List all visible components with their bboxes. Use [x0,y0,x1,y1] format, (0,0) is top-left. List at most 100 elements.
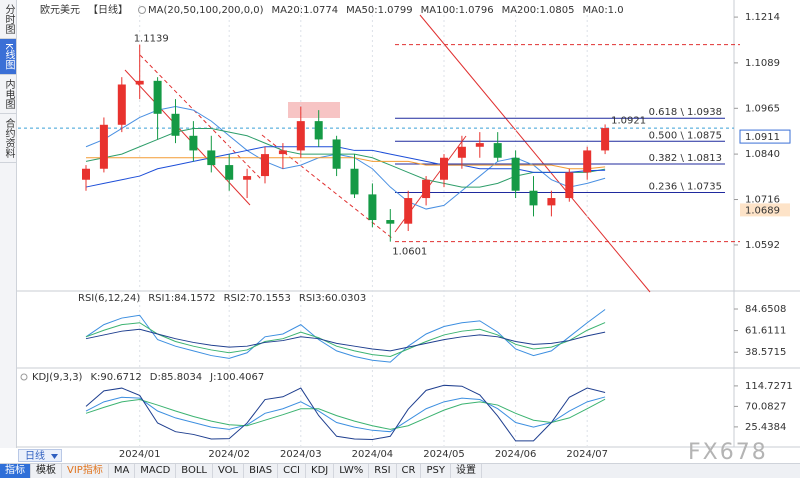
indicator-line [85,309,606,363]
toolbar-button[interactable]: BOLL [176,464,213,478]
highlight-zone [288,102,340,118]
y-tick-label: 1.0965 [745,103,780,114]
candle-body [529,190,538,206]
candle-body [350,168,359,195]
y-tick-label: 1.0592 [745,240,780,251]
candle-body [332,139,341,169]
y-tick-label: 1.0716 [745,195,780,206]
sidebar-tab[interactable]: 内电图 [0,75,16,114]
legend-entry: MA20:1.0774 [272,5,339,16]
y-tick-label: 61.6111 [745,326,786,337]
sidebar-tab[interactable]: 合约资料 [0,114,16,163]
y-tick-label: 1.1214 [745,12,780,23]
fib-label: 0.618 \ 1.0938 [649,107,722,118]
toolbar-button[interactable]: VIP指标 [62,464,109,478]
candle-body [117,84,126,125]
candle-body [243,176,252,180]
legend-entry: MA50:1.0799 [346,5,413,16]
toolbar-button[interactable]: MA [109,464,136,478]
x-tick-label: 2024/06 [495,449,537,460]
candle-body [440,157,448,180]
candle-body [583,150,592,173]
candle-body [225,165,234,180]
chart: 2024/01 2024/02 2024/03 2024/04 2024/05 2024/… [16,0,800,460]
toolbar: 指标 模板 VIP指标 MA MACD BOLL VOL BIAS CCI KDJ LW% RSI CR… [0,463,800,478]
period-tab[interactable]: 日线 [18,449,62,462]
candle-body [314,121,323,140]
settings-icon[interactable] [20,373,28,381]
legend-entry: RSI2:70.1553 [224,293,291,304]
candle-body [493,143,502,158]
settings-icon[interactable] [138,6,146,14]
candle-body [475,143,484,147]
toolbar-button[interactable]: MACD [135,464,177,478]
candle-body [207,150,216,166]
ma-line [85,146,606,188]
x-tick-label: 2024/02 [208,449,250,460]
fib-label: 0.236 \ 1.0735 [649,182,722,193]
legend-entry: RSI1:84.1572 [148,293,215,304]
watermark: FX678 [688,440,768,465]
x-tick-label: 2024/01 [119,449,161,460]
toolbar-button[interactable]: 设置 [451,464,482,478]
toolbar-button[interactable]: KDJ [306,464,335,478]
y-tick-label: 70.0827 [745,401,786,412]
high-label: 1.1139 [134,34,169,45]
legend-entry: MA(20,50,100,200,0,0) [148,5,264,16]
candle-body [404,198,413,224]
sidebar: 分时图 K线图 内电图 合约资料 [0,0,17,448]
toolbar-button[interactable]: PSY [421,464,451,478]
indicator-line [85,396,606,433]
toolbar-button[interactable]: CR [397,464,422,478]
last-price-label: 1.0911 [745,132,780,143]
y-tick-label: 38.5715 [745,347,786,358]
candle-body [601,128,610,151]
toolbar-button[interactable]: 模板 [31,464,62,478]
legend-entry: RSI(6,12,24) [78,293,140,304]
candle-body [261,154,269,177]
candle-body [135,80,144,85]
toolbar-button[interactable]: CCI [278,464,307,478]
x-tick-label: 2024/05 [423,449,465,460]
price-box [739,129,791,144]
price-box [740,203,790,217]
indicator-line [85,328,606,352]
legend-entry: K:90.6712 [90,372,141,383]
sidebar-tab[interactable]: 分时图 [0,0,16,39]
y-tick-label: 25.4384 [745,422,786,433]
dropdown-arrow [51,454,58,459]
x-tick-label: 2024/07 [566,449,608,460]
legend-entry: KDJ(9,3,3) [32,372,83,383]
recent-high-label: 1.0921 [611,115,646,126]
toolbar-button[interactable]: LW% [334,464,370,478]
period-label: 日线 [25,451,45,462]
legend-entry: J:100.4067 [209,372,264,383]
candle-body [99,124,108,169]
candle-body [171,113,180,136]
candle-body [278,150,287,155]
y-tick-label: 114.7271 [745,381,793,392]
indicator-line [85,398,606,430]
low-label: 1.0601 [392,247,427,258]
candle-body [565,172,574,199]
candle-body [153,80,162,114]
ref-price-label: 1.0689 [745,205,780,216]
fib-label: 0.500 \ 1.0875 [649,130,722,141]
candle-body [422,179,431,199]
toolbar-button[interactable]: 指标 [0,464,31,478]
legend-entry: MA0:1.0 [582,5,623,16]
legend-entry: 【日线】 [88,3,128,16]
legend-entry: RSI3:60.0303 [299,293,366,304]
x-tick-label: 2024/03 [280,449,322,460]
candle-body [547,198,556,206]
toolbar-button[interactable]: RSI [369,464,397,478]
sidebar-tab[interactable]: K线图 [0,39,16,75]
candle-body [386,220,395,224]
fib-label: 0.382 \ 1.0813 [649,153,722,164]
candle-body [82,168,90,180]
candle-body [457,146,466,158]
toolbar-button[interactable]: BIAS [244,464,279,478]
toolbar-button[interactable]: VOL [213,464,245,478]
x-tick-label: 2024/04 [352,449,394,460]
